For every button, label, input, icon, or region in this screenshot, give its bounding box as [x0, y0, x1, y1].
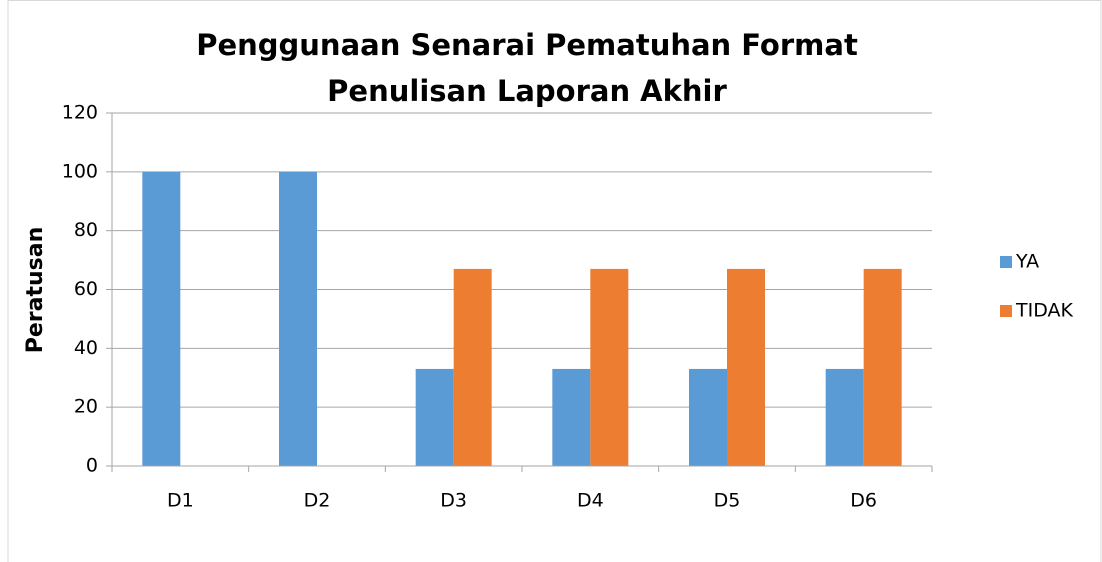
- legend-swatch: [1000, 256, 1012, 268]
- y-tick-label: 120: [62, 102, 98, 124]
- y-tick-label: 60: [74, 278, 98, 300]
- bar: [142, 171, 181, 467]
- y-tick-label: 40: [74, 337, 98, 359]
- chart-border: [7, 0, 1102, 562]
- y-tick-label: 80: [74, 219, 98, 241]
- x-tick-label: D5: [714, 490, 741, 512]
- legend-label: YA: [1015, 251, 1039, 273]
- bar: [825, 368, 864, 466]
- chart-title: Penggunaan Senarai Pematuhan Format Penu…: [196, 28, 858, 108]
- x-tick-label: D6: [850, 490, 877, 512]
- bar: [727, 268, 765, 466]
- bar: [863, 268, 902, 466]
- bar: [689, 368, 727, 466]
- legend-label: TIDAK: [1015, 300, 1074, 322]
- x-tick-label: D1: [167, 490, 194, 512]
- legend-swatch: [1000, 305, 1012, 317]
- bar: [453, 268, 492, 466]
- y-tick-label: 0: [86, 455, 98, 477]
- bar: [279, 171, 317, 467]
- bar: [590, 268, 629, 466]
- y-axis-label: Peratusan: [23, 227, 48, 354]
- x-tick-label: D2: [304, 490, 331, 512]
- bar: [552, 368, 591, 466]
- x-tick-label: D4: [577, 490, 604, 512]
- y-tick-label: 100: [62, 160, 98, 182]
- x-tick-label: D3: [440, 490, 467, 512]
- bar: [415, 368, 454, 466]
- y-tick-label: 20: [74, 396, 98, 418]
